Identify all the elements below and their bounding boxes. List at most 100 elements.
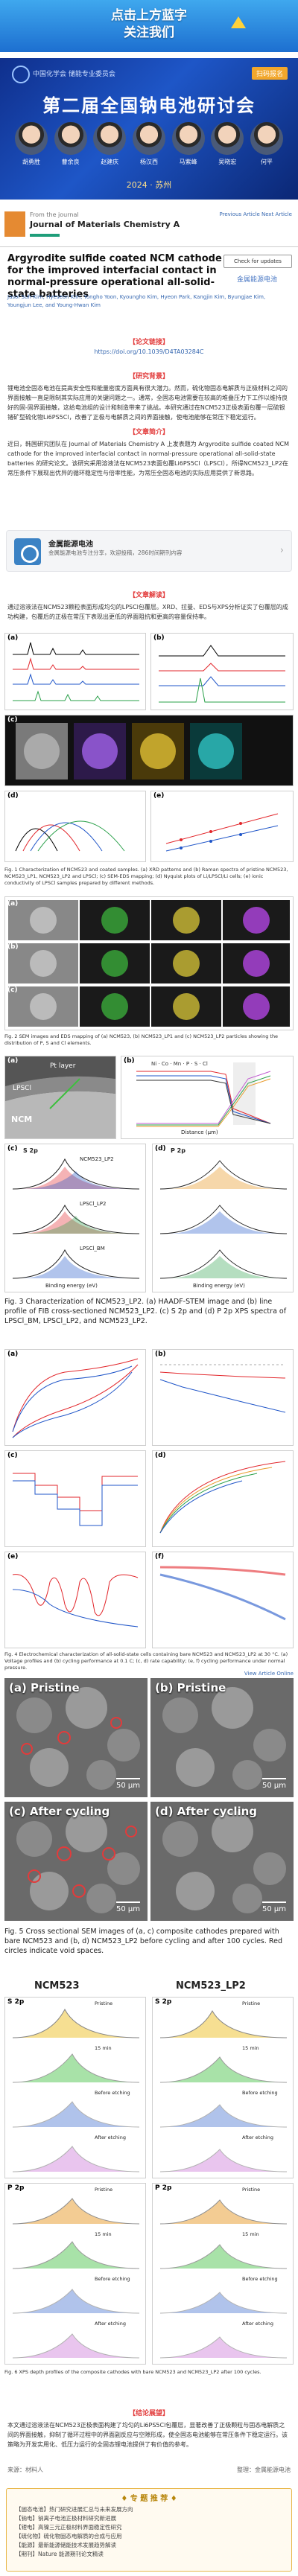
state-label: Pristine	[242, 2187, 261, 2193]
source-footer: 来源：材料人 整理：金属能源电池	[0, 2466, 298, 2481]
account-desc: 金属能源电池专注分享，欢迎投稿，286时间期刊内容	[48, 549, 183, 556]
panel-label: (d)	[7, 792, 19, 800]
xps-depth-plot	[12, 2198, 140, 2359]
avatar	[15, 122, 48, 155]
lpscl-label: LPSCl	[13, 1085, 31, 1092]
figure-5: View Article Online (a) Pristine 50 μm (…	[4, 1671, 294, 1976]
line-legend: Ni · Co · Mn · P · S · Cl	[151, 1061, 208, 1067]
account-card[interactable]: 金属能源电池 金属能源电池专注分享，欢迎投稿，286时间期刊内容 ›	[6, 530, 292, 572]
voltage-profile-plot	[12, 1358, 139, 1438]
conclusion-text: 本文通过溶液法在NCM523正极表面构建了均匀的Li6PS5Cl包覆层，显著改善…	[7, 2422, 288, 2448]
eds-map	[16, 723, 242, 780]
scale-bar: 50 μm	[115, 1778, 140, 1790]
footer-editor: 整理：金属能源电池	[237, 2467, 291, 2473]
figure-3: (a) Pt layer LPSCl NCM (b)	[4, 1056, 294, 1346]
scale-bar: 50 μm	[261, 1901, 286, 1913]
state-label: After etching	[242, 2321, 273, 2327]
sem-lp2-pristine: (b) Pristine 50 μm	[150, 1678, 294, 1797]
source-heading: 【论文链接】	[128, 339, 169, 346]
panel-label: (a)	[7, 634, 19, 642]
state-label: 15 min	[95, 2231, 112, 2237]
fig4-panel-a: (a)	[4, 1349, 146, 1446]
fig4-panel-c: (c)	[4, 1450, 146, 1547]
arrow-up-icon	[231, 16, 246, 28]
x-axis-label: Binding energy (eV)	[193, 1283, 245, 1289]
journal-from: From the journal	[30, 211, 79, 218]
fig1-panel-a: (a)	[4, 633, 146, 710]
follow-subtitle: 关注我们	[124, 25, 174, 40]
conclusion-section: 【结论展望】 本文通过溶液法在NCM523正极表面构建了均匀的Li6PS5Cl包…	[0, 2403, 298, 2470]
speaker: 马紫峰	[171, 122, 206, 166]
recommend-link[interactable]: 【钠电】钠离子电池正极材料研究新进展	[16, 2515, 116, 2522]
conductivity-plot	[165, 813, 279, 852]
article-title: Argyrodite sulfide coated NCM cathode fo…	[7, 253, 222, 300]
panel-label: (b)	[153, 634, 165, 642]
doi-link[interactable]: https://doi.org/10.1039/D4TA03284C	[94, 348, 204, 355]
nyquist-plot	[15, 820, 125, 852]
col-heading: NCM523_LP2	[176, 1980, 246, 1992]
panel-label: (a)	[7, 1057, 19, 1065]
account-name: 金属能源电池	[48, 541, 93, 549]
fig4-panel-b: (b)	[152, 1349, 294, 1446]
follow-banner[interactable]: 点击上方蓝字 关注我们	[0, 0, 298, 52]
article-nav-links[interactable]: Previous Article Next Article	[219, 211, 292, 217]
sem-ncm523-cycled: (c) After cycling 50 μm	[4, 1802, 148, 1921]
sem-lp2-cycled: (d) After cycling 50 μm	[150, 1802, 294, 1921]
register-button[interactable]: 扫码报名	[251, 67, 288, 80]
legend-s: S	[194, 1061, 198, 1067]
scale-label: 50 μm	[261, 1905, 286, 1913]
panel-label: (c)	[7, 1452, 18, 1459]
state-label: After etching	[95, 2135, 126, 2140]
sem-texture	[162, 1811, 286, 1913]
legend-cl: Cl	[202, 1061, 208, 1067]
account-card-wrap: 金属能源电池 金属能源电池专注分享，欢迎投稿，286时间期刊内容 ›	[0, 524, 298, 584]
state-label: After etching	[242, 2135, 273, 2140]
conference-banner[interactable]: 中国化学会 储能专业委员会 扫码报名 第二届全国钠电池研讨会 胡勇胜 曹余良 赵…	[0, 58, 298, 200]
check-updates-button[interactable]: Check for updates	[224, 255, 292, 268]
panel-label: (d) After cycling	[155, 1805, 258, 1818]
col-heading: NCM523	[34, 1980, 80, 1992]
panel-title: P 2p	[171, 1147, 186, 1154]
view-online-link[interactable]: View Article Online	[244, 1671, 294, 1677]
panel-label: (b)	[7, 943, 19, 951]
state-label: Pristine	[95, 2187, 113, 2193]
sem-texture	[162, 1687, 286, 1790]
panel-label: (d)	[155, 1145, 166, 1152]
journal-name[interactable]: Journal of Materials Chemistry A	[30, 220, 180, 229]
results-text: 通过溶液法在NCM523颗粒表面形成均匀的LPSCl包覆层。XRD、拉曼、EDS…	[7, 604, 288, 620]
avatar	[132, 122, 165, 155]
fig6-panel-s-lp2: S 2p Pristine 15 min Before etching Afte…	[152, 1997, 294, 2178]
fig6-panel-s-ncm: S 2p Pristine 15 min Before etching Afte…	[4, 1997, 146, 2178]
fig3-panel-d: (d) P 2p Binding energy (eV)	[152, 1144, 294, 1292]
x-axis-label: Distance (μm)	[181, 1129, 218, 1135]
legend-p: P	[186, 1061, 190, 1067]
state-label: Before etching	[242, 2090, 278, 2096]
sem-eds-grid	[8, 900, 290, 1027]
fig3-panel-a: (a) Pt layer LPSCl NCM	[4, 1056, 116, 1139]
fig1-panel-c: (c)	[4, 715, 294, 786]
recommend-link[interactable]: 【锂电】高镍三元正极材料界面稳定性研究	[16, 2524, 122, 2531]
panel-title: S 2p	[23, 1147, 38, 1154]
conference-title: 第二届全国钠电池研讨会	[42, 95, 256, 116]
row-label: LPSCl_LP2	[80, 1201, 107, 1207]
recommend-link[interactable]: 【期刊】Nature 能源期刊论文精读	[16, 2551, 104, 2557]
panel-label: (c)	[7, 1145, 18, 1152]
fig1-panel-b: (b)	[150, 633, 294, 710]
follow-text: 点击上方蓝字 关注我们	[0, 7, 298, 42]
recommend-link[interactable]: 【硫化物】硫化物固态电解质的合成与应用	[16, 2533, 122, 2540]
xps-p2p-plot	[159, 1160, 288, 1279]
author-list[interactable]: Jasol Suh-Kim, Hyeseon Kim, Yongho Yoon,…	[7, 294, 266, 308]
panel-label: (d)	[155, 1452, 166, 1459]
scale-bar: 50 μm	[115, 1901, 140, 1913]
panel-title: P 2p	[155, 2184, 172, 2192]
long-cycle-plot	[159, 1566, 286, 1621]
fig3-panel-b: (b) Ni · Co · Mn · P · S · Cl Distance (…	[121, 1056, 294, 1139]
normal-pressure-plot	[12, 1574, 139, 1627]
fig4-panel-d: (d)	[152, 1450, 294, 1547]
panel-title: S 2p	[7, 1998, 25, 2006]
recommend-link[interactable]: 【固态电池】热门研究进展汇总与未来发展方向	[16, 2506, 133, 2513]
fig6-panel-p-ncm: P 2p Pristine 15 min Before etching Afte…	[4, 2183, 146, 2365]
avatar	[250, 122, 283, 155]
recommend-link[interactable]: 【能源】最新能源储能技术发展趋势解读	[16, 2542, 116, 2548]
